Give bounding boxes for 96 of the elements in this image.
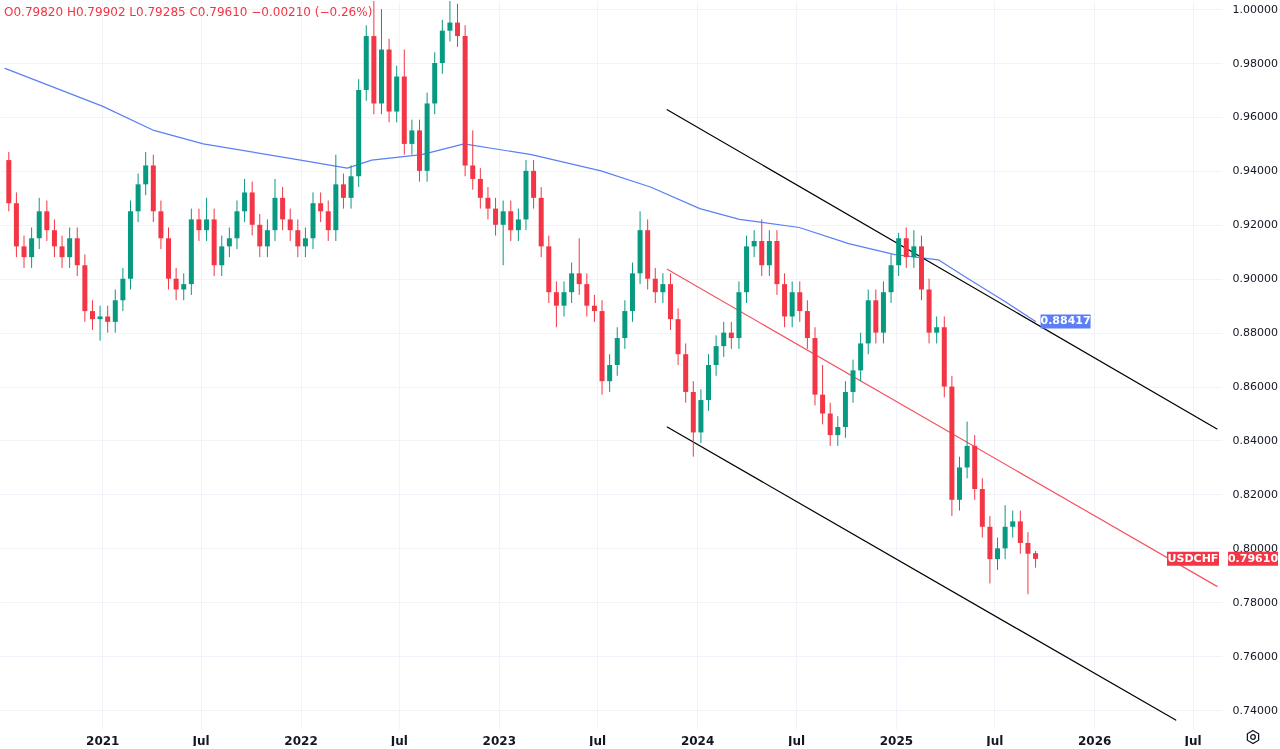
- candlestick: [850, 359, 856, 404]
- candlestick: [591, 294, 597, 323]
- y-tick-label: 0.82000: [1232, 487, 1278, 501]
- x-tick-label: 2023: [482, 733, 517, 748]
- candlestick: [751, 229, 757, 258]
- candlestick: [287, 208, 293, 242]
- y-tick-label: 0.98000: [1232, 56, 1278, 70]
- annotation: O0.79820 H0.79902 L0.79285 C0.79610 −0.00210 (−0.26%): [4, 5, 373, 19]
- candlestick: [455, 3, 461, 48]
- candlestick: [728, 321, 734, 350]
- candlestick: [242, 178, 248, 223]
- candlestick: [911, 229, 917, 269]
- line-series: [4, 67, 1037, 322]
- data-label: 0.88417: [1040, 314, 1091, 328]
- y-tick-label: 0.88000: [1232, 326, 1278, 340]
- candlestick: [1010, 510, 1016, 539]
- candlestick: [995, 537, 1001, 571]
- candlestick: [553, 280, 559, 328]
- candlestick: [1017, 510, 1023, 555]
- candlestick: [196, 208, 202, 242]
- candlestick: [964, 421, 970, 479]
- y-tick-label: 0.94000: [1232, 164, 1278, 178]
- candlestick: [607, 353, 613, 393]
- y-tick-label: 0.74000: [1232, 703, 1278, 717]
- x-tick-label: Jul: [191, 733, 210, 748]
- candlestick: [835, 415, 841, 447]
- y-tick-label: 0.92000: [1232, 218, 1278, 232]
- candlestick: [21, 235, 27, 269]
- candlestick: [561, 280, 567, 317]
- candlestick: [652, 267, 658, 304]
- text: 0.79610: [1227, 551, 1279, 565]
- candlestick: [447, 0, 453, 42]
- y-tick-label: 0.78000: [1232, 595, 1278, 609]
- candlestick: [120, 267, 126, 312]
- candlestick: [493, 197, 499, 237]
- candlestick: [934, 315, 940, 344]
- candlestick: [1002, 504, 1008, 560]
- candlestick: [508, 200, 514, 242]
- candlestick: [409, 119, 415, 156]
- y-tick-label: 1.00000: [1232, 2, 1278, 16]
- x-tick-label: 2024: [680, 733, 715, 748]
- candlestick: [584, 272, 590, 317]
- candlestick: [500, 200, 506, 266]
- x-tick-label: 2021: [86, 733, 120, 748]
- y-tick-label: 0.84000: [1232, 434, 1278, 447]
- candlestick: [470, 129, 476, 191]
- legend-label: USDCHF: [1167, 551, 1219, 565]
- candlestick: [112, 289, 118, 334]
- y-tick-label: 0.76000: [1232, 649, 1278, 663]
- candlestick: [51, 218, 57, 258]
- x-tick-label: Jul: [1183, 733, 1202, 748]
- x-tick-label: Jul: [786, 733, 806, 748]
- candlestick: [226, 226, 232, 258]
- candlestick: [348, 164, 354, 210]
- candlestick: [576, 237, 582, 296]
- candlestick: [340, 173, 346, 210]
- candlestick: [302, 226, 308, 258]
- candlestick: [97, 305, 103, 342]
- candlestick: [903, 226, 909, 269]
- candlestick: [295, 218, 301, 258]
- candlestick: [181, 272, 187, 301]
- candlestick: [29, 226, 35, 269]
- y-tick-label: 0.86000: [1232, 380, 1278, 394]
- candlestick: [721, 321, 727, 358]
- candlestick: [660, 272, 666, 304]
- x-tick-label: 2026: [1078, 733, 1112, 748]
- candlestick: [713, 334, 719, 377]
- candlestick: [257, 213, 263, 258]
- candlestick: [105, 305, 111, 334]
- candlestick: [485, 186, 491, 220]
- candlestick: [318, 191, 324, 223]
- candlestick: [173, 267, 179, 301]
- x-tick-label: Jul: [985, 733, 1004, 748]
- candlestick: [59, 235, 65, 269]
- y-tick-label: 0.90000: [1232, 272, 1278, 286]
- candlestick: [827, 402, 833, 447]
- x-tick-label: 2025: [879, 733, 914, 748]
- y-tick-label: 0.96000: [1232, 110, 1278, 124]
- candlestick: [477, 167, 483, 210]
- candlestick: [1025, 531, 1031, 595]
- candlestick: [204, 197, 210, 242]
- candlestick: [280, 186, 286, 231]
- candlestick: [264, 218, 270, 258]
- candlestick: [143, 151, 149, 196]
- candlestick: [44, 200, 50, 242]
- candlestick: [325, 200, 331, 242]
- candlestick: [569, 262, 575, 304]
- x-tick-label: Jul: [588, 733, 607, 748]
- candlestick: [515, 208, 521, 242]
- candlestick: [797, 280, 803, 323]
- x-tick-label: Jul: [389, 733, 408, 748]
- candlestick: [820, 364, 826, 425]
- candlestick: [219, 235, 225, 277]
- candlestick: [89, 299, 95, 331]
- candlestick: [67, 226, 73, 269]
- x-tick-label: 2022: [284, 733, 318, 748]
